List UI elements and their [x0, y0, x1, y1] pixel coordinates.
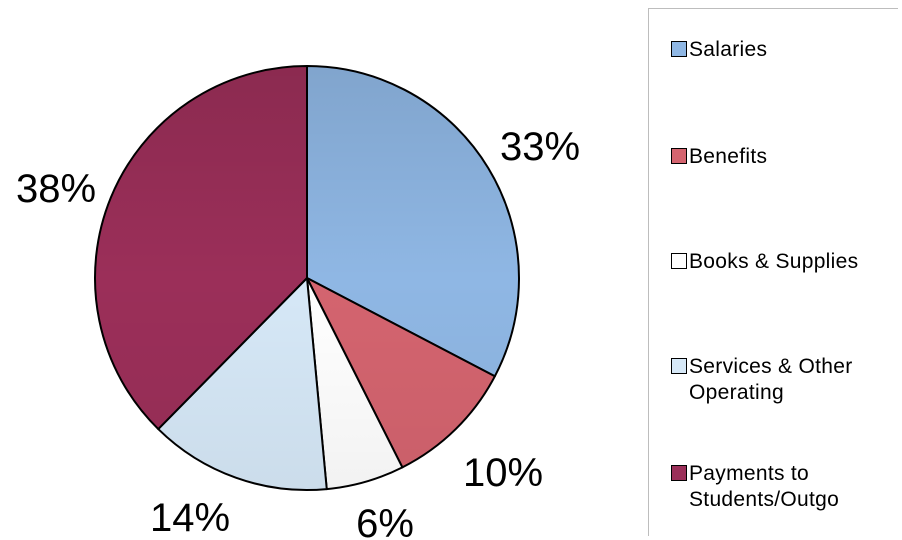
legend-item-benefits: Benefits — [671, 144, 899, 170]
legend-item-books-supplies: Books & Supplies — [671, 249, 899, 275]
legend-label-benefits: Benefits — [689, 145, 768, 168]
legend: Salaries Benefits Books & Supplies Servi… — [648, 8, 898, 536]
legend-item-services-other-operating: Services & Other Operating — [671, 354, 899, 406]
legend-swatch-salaries — [671, 41, 687, 57]
pie-label-payments-to-students-outgo: 38% — [16, 167, 96, 211]
pie-label-salaries: 33% — [500, 125, 580, 169]
legend-swatch-benefits — [671, 148, 687, 164]
legend-item-payments-to-students: Payments to Students/Outgo — [671, 461, 899, 513]
pie-label-services-other-operating: 14% — [150, 496, 230, 540]
pie-labels: 33% 10% 6% 14% 38% — [16, 125, 580, 540]
legend-swatch-services-other-operating — [671, 358, 687, 374]
legend-label-payments-to-students: Payments to Students/Outgo — [689, 462, 840, 511]
pie-label-benefits: 10% — [463, 451, 543, 495]
pie-label-books-supplies: 6% — [356, 502, 414, 540]
legend-label-services-other-operating: Services & Other Operating — [689, 355, 853, 404]
legend-item-salaries: Salaries — [671, 37, 899, 63]
legend-label-salaries: Salaries — [689, 38, 768, 61]
legend-swatch-payments-to-students — [671, 465, 687, 481]
legend-swatch-books-supplies — [671, 253, 687, 269]
legend-label-books-supplies: Books & Supplies — [689, 250, 859, 273]
pie-slices — [93, 65, 520, 491]
